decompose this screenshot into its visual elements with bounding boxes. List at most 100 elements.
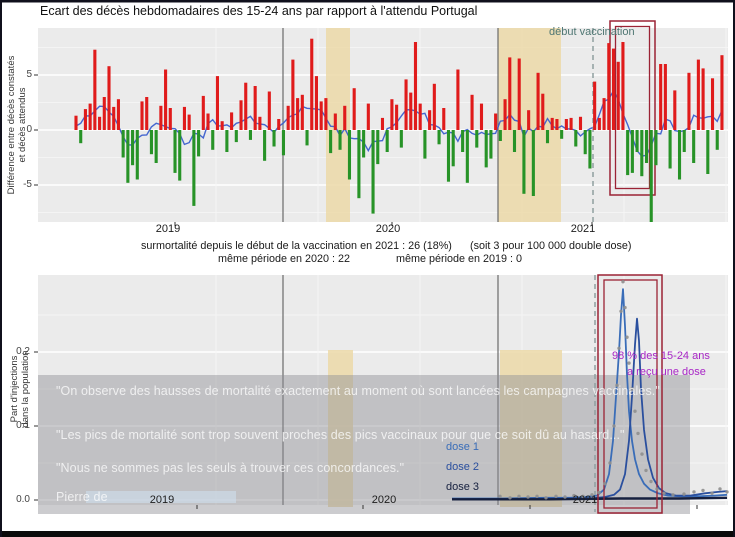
bar-week-96 — [527, 110, 531, 130]
legend-dose-2: dose 2 — [446, 461, 480, 473]
highlight-box-bottom-outer — [597, 274, 663, 514]
bar-week-119 — [635, 130, 639, 152]
top-xlabel-2021: 2021 — [570, 223, 596, 235]
bar-week-58 — [347, 130, 352, 180]
bar-week-64 — [376, 130, 380, 165]
bar-week-2 — [83, 109, 87, 130]
bar-week-90 — [498, 130, 502, 141]
bar-week-8 — [112, 106, 116, 130]
bar-week-116 — [621, 42, 625, 130]
bottom-ytick-00: 0.0 — [16, 494, 30, 505]
bar-week-44 — [281, 130, 286, 156]
bar-week-70 — [404, 79, 408, 130]
bar-week-135 — [710, 78, 715, 130]
top-ytick-5: 5 — [26, 69, 32, 80]
annotation-recu-une-dose: a reçu une dose — [627, 366, 706, 378]
bar-week-51 — [314, 76, 319, 130]
bar-week-59 — [352, 88, 356, 130]
bar-week-49 — [305, 130, 309, 146]
bar-week-50 — [310, 38, 314, 131]
legend-dose-3: dose 3 — [446, 481, 480, 493]
bar-week-129 — [682, 130, 686, 152]
bar-week-36 — [244, 82, 248, 130]
top-xlabel-2020: 2020 — [375, 223, 401, 235]
bar-week-24 — [187, 114, 191, 130]
bottom-xlabel-2021: 2021 — [572, 494, 598, 506]
bar-week-131 — [692, 130, 696, 163]
bar-week-54 — [329, 130, 333, 154]
bar-week-20 — [168, 108, 172, 130]
bar-week-105 — [569, 117, 573, 130]
bar-week-111 — [597, 117, 601, 130]
bar-week-127 — [673, 90, 677, 130]
bar-week-122 — [649, 130, 653, 222]
page-title: Ecart des décès hebdomadaires des 15-24 … — [40, 4, 478, 18]
bar-week-126 — [668, 130, 672, 169]
bar-week-62 — [366, 103, 370, 130]
bar-week-56 — [338, 130, 342, 150]
bar-week-71 — [409, 92, 413, 130]
bar-week-97 — [531, 130, 535, 196]
bar-week-27 — [201, 95, 205, 130]
bar-week-52 — [319, 101, 323, 130]
bar-week-132 — [696, 59, 700, 130]
bar-week-78 — [442, 108, 446, 130]
bottom-ytick-01: 0.1 — [16, 420, 30, 431]
debut-vaccination-label: début vaccination — [549, 26, 635, 38]
watermark-overlay — [38, 375, 690, 514]
bar-week-118 — [630, 130, 634, 173]
bar-week-9 — [116, 99, 120, 130]
caption-periode-2019: même période en 2019 : 0 — [396, 253, 523, 265]
bar-week-134 — [706, 130, 710, 174]
bar-week-66 — [385, 130, 389, 152]
bar-week-15 — [145, 97, 149, 130]
bar-week-55 — [333, 113, 337, 130]
curve-dose-2 — [451, 317, 728, 501]
bar-week-69 — [399, 130, 403, 148]
bar-week-45 — [286, 105, 290, 130]
bar-week-6 — [102, 97, 106, 130]
bar-week-4 — [93, 49, 97, 131]
bar-week-29 — [211, 130, 215, 150]
redacted-name-strip — [86, 491, 236, 503]
bar-week-43 — [277, 119, 281, 130]
bar-week-104 — [564, 119, 568, 130]
highlight-box-top-inner — [614, 25, 651, 190]
caption-surmortalite-2021: surmortalité depuis le début de la vacci… — [141, 240, 452, 252]
bar-week-109 — [588, 130, 592, 169]
bar-week-7 — [107, 66, 111, 130]
bar-week-115 — [616, 61, 620, 130]
caption-periode-2020: même période en 2020 : 22 — [218, 253, 351, 265]
bar-week-99 — [541, 93, 545, 130]
bar-week-17 — [154, 130, 158, 163]
bar-week-35 — [239, 100, 243, 130]
bar-week-80 — [451, 130, 455, 167]
bar-week-37 — [248, 130, 253, 140]
bar-week-39 — [258, 116, 262, 130]
bar-week-121 — [644, 130, 649, 163]
bar-week-10 — [121, 130, 125, 158]
weekly-excess-bars — [74, 38, 724, 222]
highlight-box-bottom-inner — [603, 279, 658, 509]
bar-week-133 — [701, 68, 705, 130]
bar-week-40 — [263, 130, 267, 161]
bar-week-107 — [578, 116, 583, 130]
bar-week-93 — [512, 130, 517, 152]
bottom-ytick-02: 0.2 — [16, 346, 30, 357]
bar-week-112 — [602, 98, 606, 130]
bar-week-21 — [173, 130, 177, 173]
bar-week-108 — [583, 130, 587, 155]
bottom-xlabel-2019: 2019 — [149, 494, 175, 506]
bar-week-41 — [267, 91, 271, 130]
bar-week-120 — [640, 130, 644, 177]
bar-week-3 — [88, 103, 92, 130]
bar-week-83 — [465, 130, 469, 183]
bar-week-92 — [508, 57, 512, 130]
watermark-author: Pierre de — [56, 490, 108, 504]
bar-week-113 — [607, 43, 611, 130]
bar-week-68 — [395, 104, 399, 130]
bar-week-82 — [461, 130, 465, 152]
bar-week-98 — [536, 72, 540, 130]
